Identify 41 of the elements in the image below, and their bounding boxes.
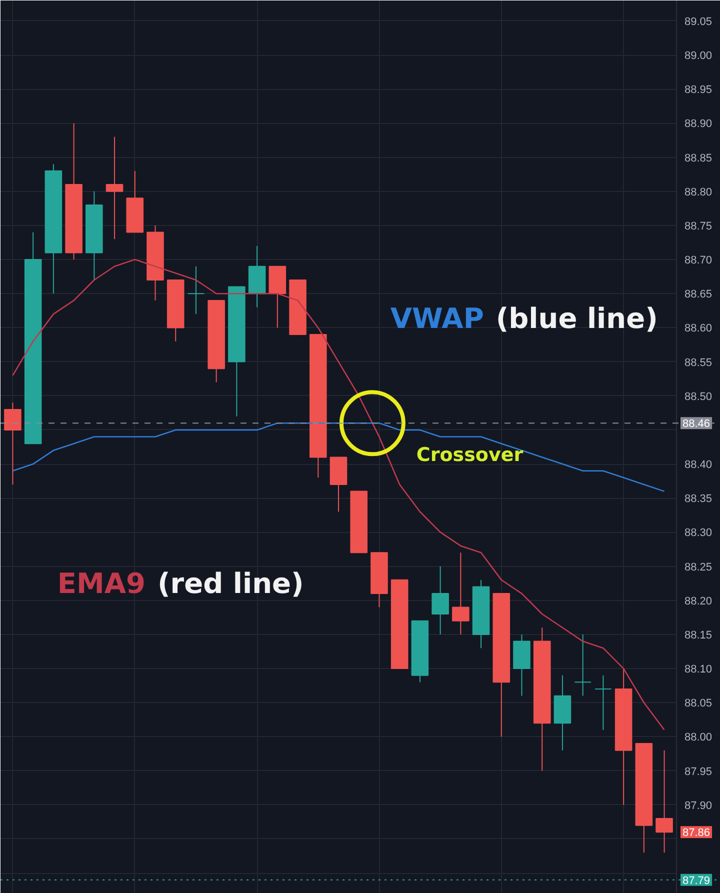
y-tick-label: 88.35 [684,493,712,506]
candlestick [594,674,612,730]
y-tick-label: 89.05 [684,16,712,28]
ref-line-label: 88.46 [682,418,710,430]
candlestick [106,136,124,240]
y-tick-label: 88.70 [684,254,712,267]
annotation: (blue line) [496,302,658,335]
annotation: (red line) [158,567,304,600]
y-tick-label: 87.90 [684,800,712,812]
y-tick-label: 88.75 [684,220,712,232]
y-tick-label: 88.90 [684,118,712,130]
y-tick-label: 87.95 [684,766,712,778]
y-tick-label: 88.60 [684,322,712,335]
y-tick-label: 88.30 [684,527,712,540]
y-tick-label: 88.55 [684,356,712,369]
y-tick-label: 88.85 [684,152,712,164]
y-tick-label: 88.50 [684,390,712,403]
text: 87.86 [682,827,710,840]
candlestick [4,402,22,485]
text: VWAP [390,302,484,335]
y-tick-label: 88.05 [684,698,712,710]
candlestick [187,266,205,315]
y-tick-label: 89.00 [684,50,712,62]
y-tick-label: 88.20 [684,595,712,608]
annotation: Crossover [416,444,524,466]
line-series [12,258,665,731]
candlestick [574,634,592,696]
candlestick [656,750,673,854]
y-tick-label: 88.15 [684,629,712,642]
text: EMA9 [57,567,146,600]
ref-line-label: 87.79 [682,874,710,887]
candlestick [452,552,470,635]
line-series [12,422,665,492]
y-tick-label: 88.95 [684,84,712,96]
y-tick-label: 88.10 [684,664,712,676]
y-tick-label: 88.00 [684,732,712,744]
y-tick-label: 88.65 [684,288,712,301]
y-tick-label: 88.40 [684,459,712,472]
y-tick-label: 88.80 [684,186,712,198]
y-tick-label: 88.25 [684,561,712,574]
candlestick [432,566,449,635]
